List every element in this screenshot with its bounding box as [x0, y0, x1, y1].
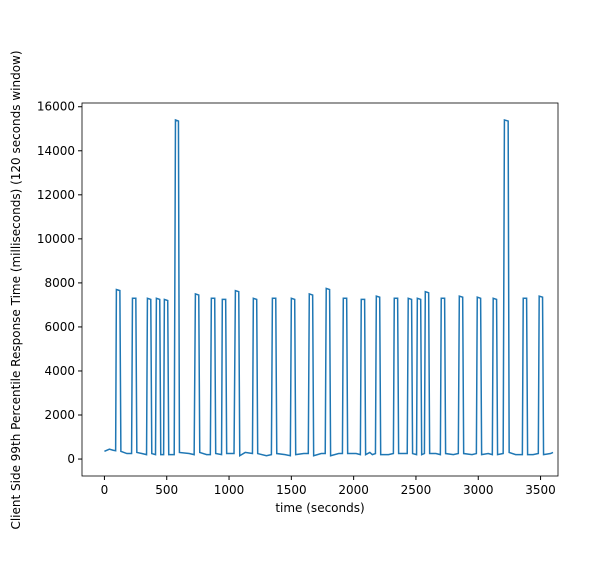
- x-tick-label: 3500: [525, 483, 556, 497]
- x-tick-label: 3000: [463, 483, 494, 497]
- x-tick-label: 1500: [276, 483, 307, 497]
- line-series: [104, 118, 554, 458]
- y-tick-label: 4000: [44, 364, 75, 378]
- y-axis-label: Client Side 99th Percentile Response Tim…: [9, 50, 23, 529]
- y-tick-label: 2000: [44, 408, 75, 422]
- x-tick-label: 2000: [338, 483, 369, 497]
- plot-frame: [81, 102, 559, 477]
- x-tick-label: 0: [101, 483, 109, 497]
- y-tick-label: 12000: [37, 188, 75, 202]
- y-tick-label: 6000: [44, 320, 75, 334]
- y-tick-label: 10000: [37, 232, 75, 246]
- x-tick-label: 1000: [214, 483, 245, 497]
- x-tick-label: 2500: [401, 483, 432, 497]
- y-tick-label: 14000: [37, 144, 75, 158]
- x-axis-label: time (seconds): [275, 501, 364, 515]
- y-tick-label: 0: [67, 452, 75, 466]
- x-tick-label: 500: [155, 483, 178, 497]
- y-tick-label: 8000: [44, 276, 75, 290]
- y-tick-label: 16000: [37, 100, 75, 114]
